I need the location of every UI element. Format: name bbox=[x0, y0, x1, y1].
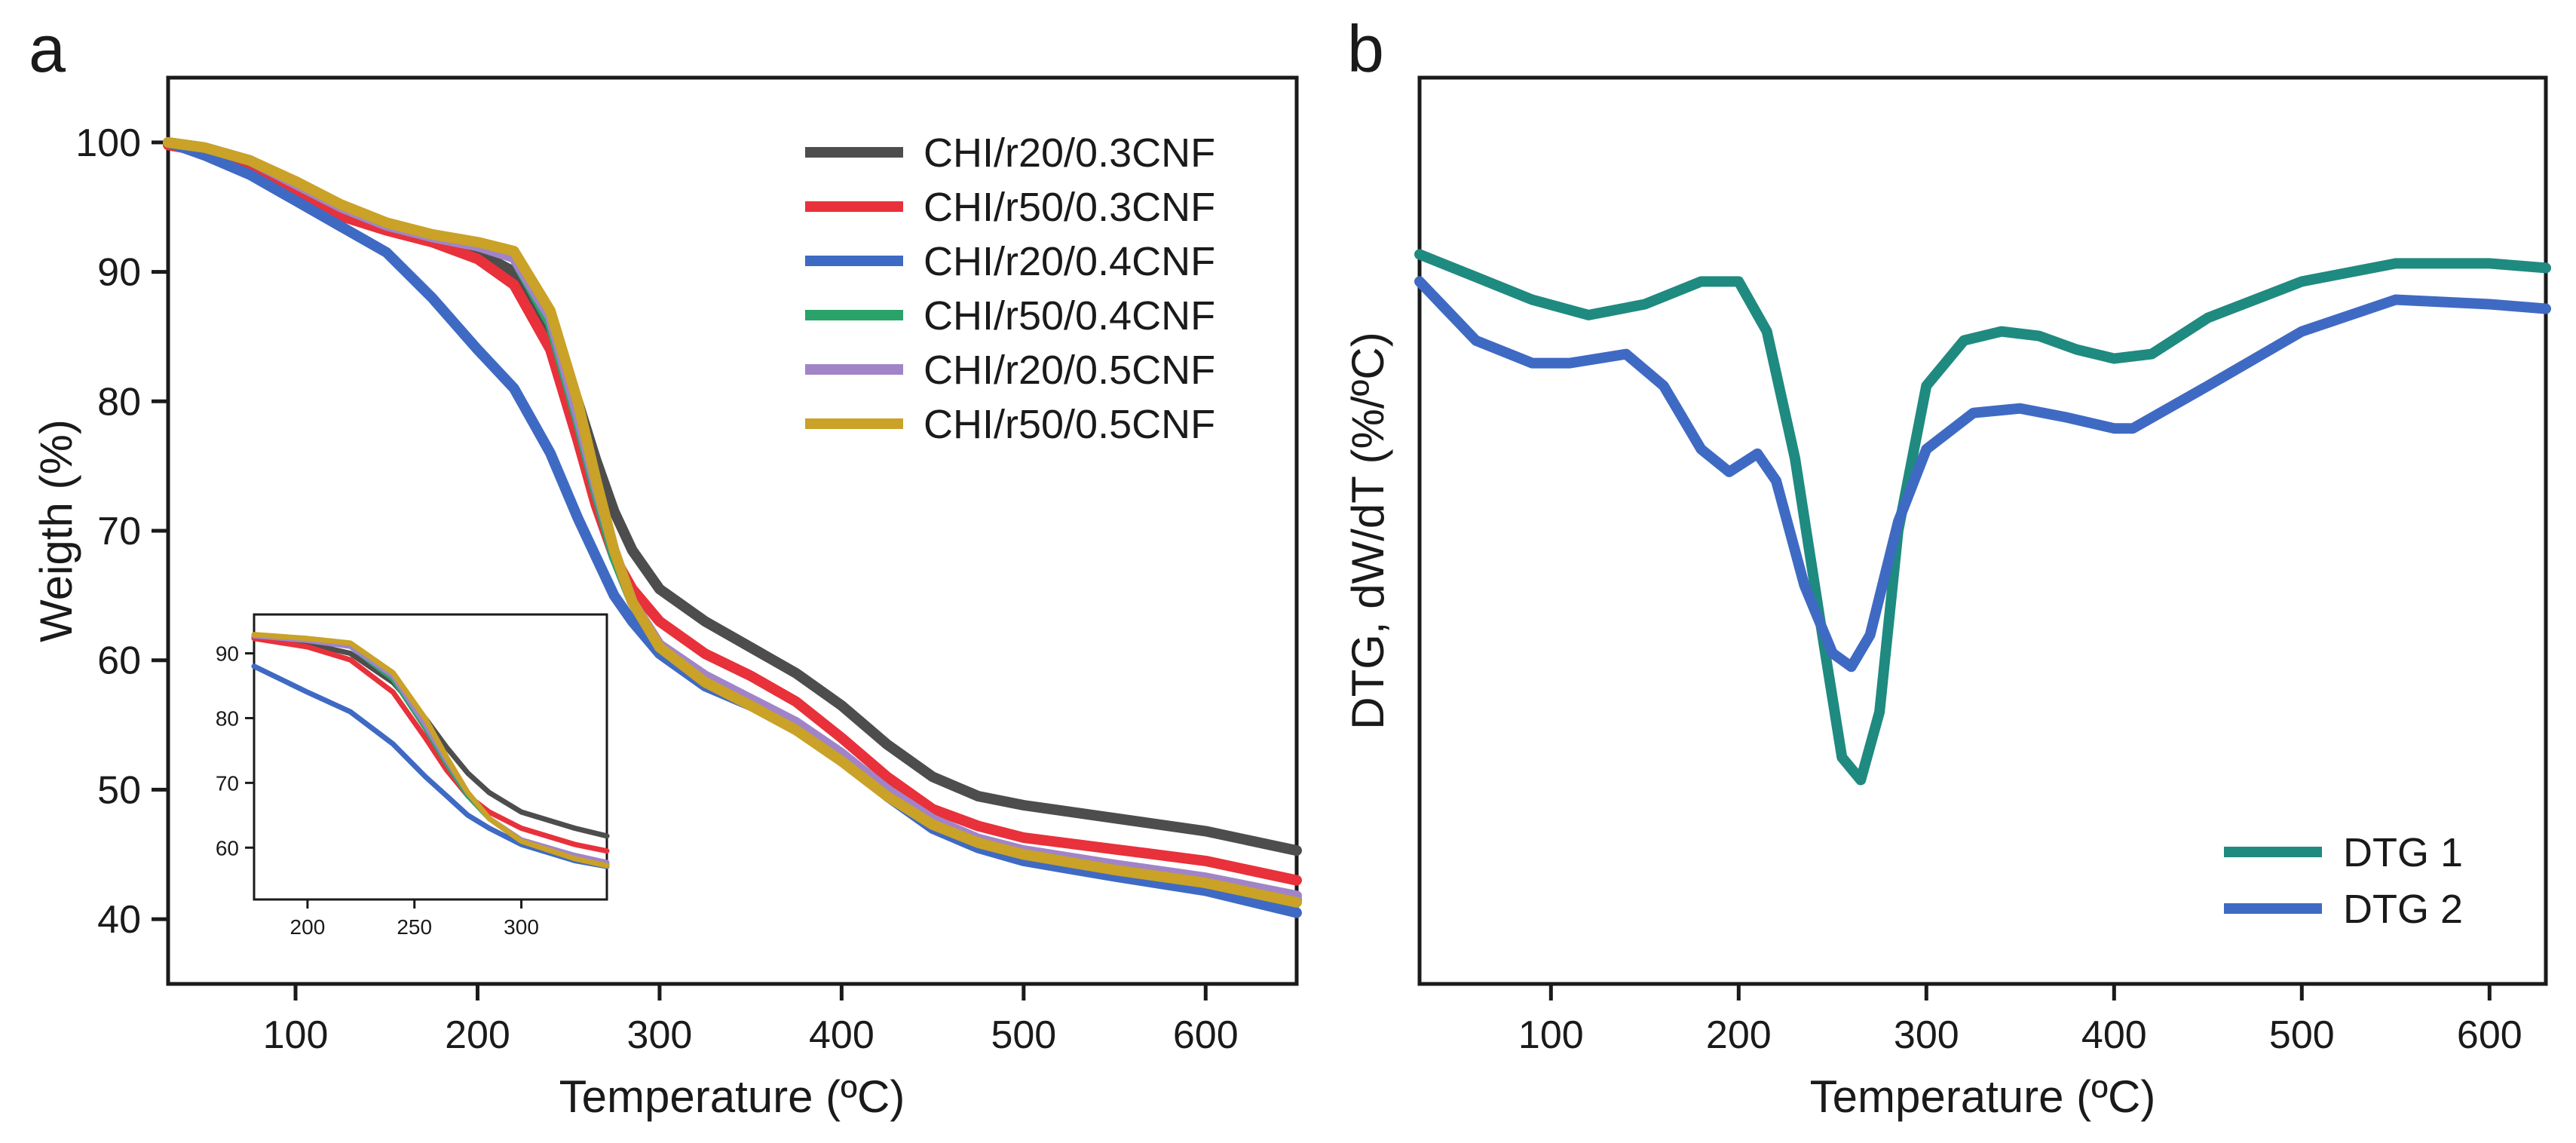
panel-a-y-ticks: 40 50 60 70 80 90 100 bbox=[75, 121, 168, 942]
panel-a-y-axis-label: Weigth (%) bbox=[31, 419, 81, 642]
legend-label-chi-r50-0-3cnf: CHI/r50/0.3CNF bbox=[924, 185, 1215, 230]
panel-a-y-tick-label: 40 bbox=[97, 898, 141, 942]
inset-y-tick-label: 90 bbox=[216, 642, 239, 666]
inset-series-line-chi-r50-0-5cnf bbox=[251, 632, 610, 869]
panel-a-x-tick-label: 200 bbox=[445, 1013, 510, 1057]
panel-a-x-axis-label: Temperature (ºC) bbox=[559, 1071, 905, 1122]
panel-b-x-tick-label: 200 bbox=[1706, 1013, 1772, 1057]
legend-label-dtg-1: DTG 1 bbox=[2343, 830, 2463, 875]
panel-b-x-tick-label: 400 bbox=[2081, 1013, 2147, 1057]
panel-b-plot-frame bbox=[1417, 75, 2548, 986]
legend-label-chi-r20-0-3cnf: CHI/r20/0.3CNF bbox=[924, 130, 1215, 176]
inset-series-line-chi-r20-0-3cnf bbox=[251, 634, 610, 839]
panel-a-y-tick-label: 60 bbox=[97, 639, 141, 683]
panel-a-legend: CHI/r20/0.3CNF CHI/r50/0.3CNF CHI/r20/0.4C… bbox=[805, 130, 1215, 447]
inset-x-ticks: 200 250 300 bbox=[290, 899, 539, 939]
panel-b-x-tick-label: 100 bbox=[1518, 1013, 1584, 1057]
panel-a-x-ticks: 100 200 300 400 500 600 bbox=[263, 984, 1239, 1057]
panel-a-inset: 200 250 300 60 70 80 90 bbox=[216, 613, 610, 939]
panel-a-x-tick-label: 400 bbox=[809, 1013, 874, 1057]
panel-a-y-tick-label: 90 bbox=[97, 251, 141, 295]
series-line-dtg-2 bbox=[1414, 276, 2551, 673]
inset-y-ticks: 60 70 80 90 bbox=[216, 642, 254, 860]
panel-b-series bbox=[1414, 249, 2551, 786]
panel-a-label: a bbox=[29, 11, 66, 86]
panel-a-x-tick-label: 500 bbox=[991, 1013, 1056, 1057]
series-line-chi-r50-0-5cnf bbox=[163, 136, 1302, 908]
series-line-dtg-1 bbox=[1414, 249, 2551, 786]
inset-y-tick-label: 80 bbox=[216, 706, 239, 730]
panel-b-x-ticks: 100 200 300 400 500 600 bbox=[1518, 984, 2522, 1057]
legend-label-dtg-2: DTG 2 bbox=[2343, 887, 2463, 932]
legend-label-chi-r20-0-5cnf: CHI/r20/0.5CNF bbox=[924, 348, 1215, 393]
inset-series-line-chi-r50-0-3cnf bbox=[251, 636, 610, 854]
inset-x-tick-label: 300 bbox=[504, 915, 539, 939]
inset-x-tick-label: 200 bbox=[290, 915, 326, 939]
panel-a-y-tick-label: 80 bbox=[97, 380, 141, 424]
legend-label-chi-r20-0-4cnf: CHI/r20/0.4CNF bbox=[924, 239, 1215, 284]
panel-b-legend: DTG 1 DTG 2 bbox=[2224, 830, 2463, 932]
panel-b-label: b bbox=[1347, 11, 1384, 86]
legend-label-chi-r50-0-4cnf: CHI/r50/0.4CNF bbox=[924, 293, 1215, 339]
panel-a-x-tick-label: 600 bbox=[1173, 1013, 1239, 1057]
panel-b-y-axis-label: DTG, dW/dT (%/ºC) bbox=[1343, 332, 1393, 730]
panel-a-y-tick-label: 100 bbox=[75, 121, 141, 165]
panel-a-y-tick-label: 50 bbox=[97, 768, 141, 812]
panel-a-y-tick-label: 70 bbox=[97, 510, 141, 553]
panel-b-x-tick-label: 300 bbox=[1894, 1013, 1959, 1057]
inset-y-tick-label: 60 bbox=[216, 836, 239, 860]
panel-a-x-tick-label: 100 bbox=[263, 1013, 329, 1057]
panel-a: a 100 200 300 400 500 600 40 50 60 70 80 90 100 Tem… bbox=[29, 11, 1302, 1122]
panel-b-x-tick-label: 500 bbox=[2269, 1013, 2335, 1057]
legend-label-chi-r50-0-5cnf: CHI/r50/0.5CNF bbox=[924, 402, 1215, 447]
panel-b-x-tick-label: 600 bbox=[2457, 1013, 2522, 1057]
inset-y-tick-label: 70 bbox=[216, 771, 239, 795]
panel-a-x-tick-label: 300 bbox=[627, 1013, 693, 1057]
inset-x-tick-label: 250 bbox=[397, 915, 432, 939]
panel-b: b 100 200 300 400 500 600 Temperature (ºC) DT… bbox=[1343, 11, 2551, 1122]
inset-series bbox=[251, 632, 610, 869]
inset-series-line-chi-r20-0-4cnf bbox=[251, 663, 610, 869]
panel-a-series bbox=[163, 136, 1302, 918]
panel-b-x-axis-label: Temperature (ºC) bbox=[1810, 1071, 2156, 1122]
